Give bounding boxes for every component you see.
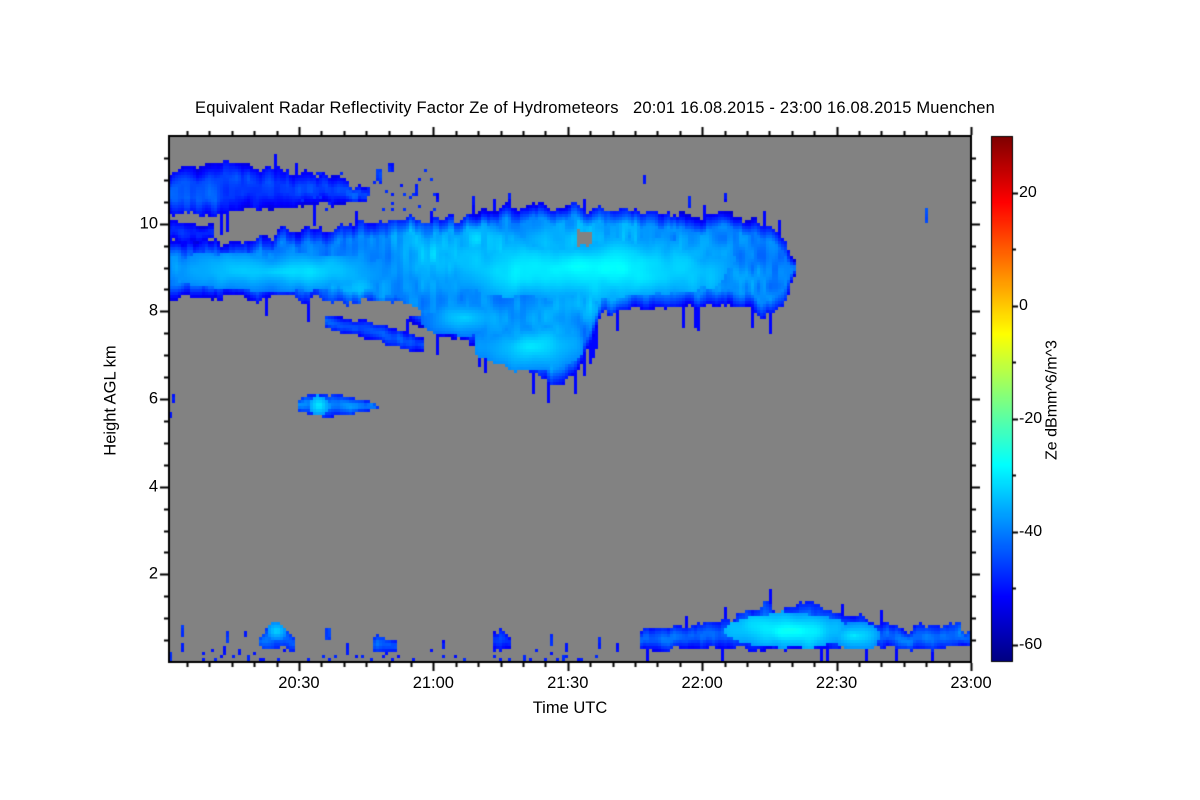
y-tick-label: 2 xyxy=(148,564,158,583)
x-tick-label: 20:30 xyxy=(278,674,320,692)
x-axis-label: Time UTC xyxy=(532,699,608,717)
y-tick-label: 8 xyxy=(148,301,158,320)
y-tick-label: 4 xyxy=(148,477,158,496)
colorbar-tick-label: 20 xyxy=(1019,183,1037,201)
x-tick-label: 22:30 xyxy=(815,674,858,692)
colorbar-label: Ze dBmm^6/m^3 xyxy=(1043,340,1061,460)
x-tick-label: 21:00 xyxy=(412,674,454,692)
y-tick-label: 6 xyxy=(148,389,158,408)
x-tick-label: 23:00 xyxy=(950,674,992,692)
colorbar-tick-label: 0 xyxy=(1019,296,1028,314)
colorbar-tick-label: -20 xyxy=(1019,409,1043,427)
x-tick-label: 22:00 xyxy=(681,674,723,692)
colorbar-tick-label: -60 xyxy=(1019,636,1043,654)
colorbar-tick-label: -40 xyxy=(1019,522,1043,540)
y-tick-label: 10 xyxy=(139,214,158,233)
page-title: Equivalent Radar Reflectivity Factor Ze … xyxy=(194,99,996,117)
x-tick-label: 21:30 xyxy=(547,674,589,692)
